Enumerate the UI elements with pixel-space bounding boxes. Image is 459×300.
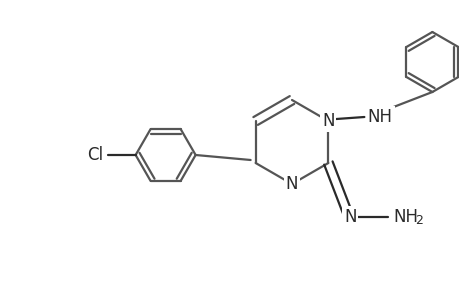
Text: Cl: Cl	[87, 146, 103, 164]
Text: NH: NH	[367, 108, 392, 126]
Text: N: N	[285, 175, 297, 193]
Text: N: N	[321, 112, 334, 130]
Text: NH: NH	[392, 208, 418, 226]
Text: 2: 2	[414, 214, 422, 227]
Text: N: N	[343, 208, 356, 226]
